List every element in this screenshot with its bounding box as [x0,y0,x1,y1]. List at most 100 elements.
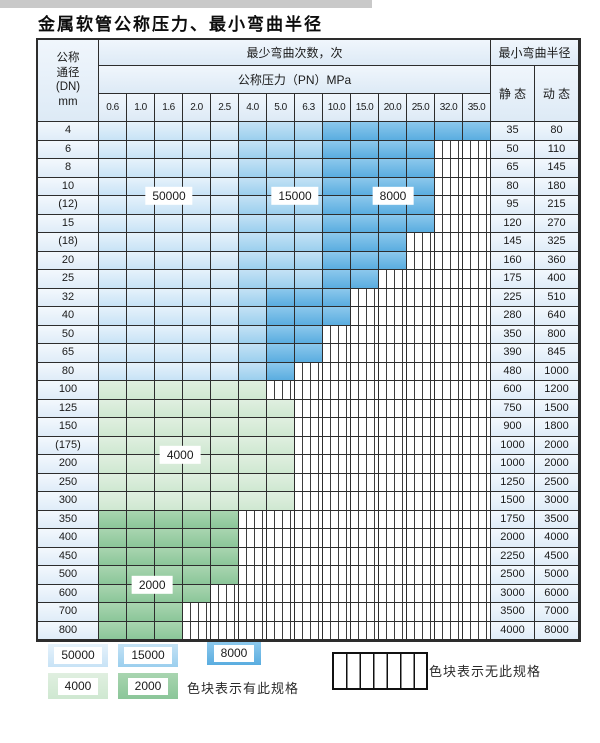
zone-cell-4000 [127,418,155,437]
zone-cell-50000 [99,307,127,326]
zone-cell-2000 [211,510,239,529]
zone-cell-8000 [379,159,407,178]
zone-cell-50000 [211,177,239,196]
zone-cell-none [323,325,351,344]
dynamic-radius-cell: 1800 [535,418,579,437]
zone-cell-50000 [211,251,239,270]
zone-cell-8000 [267,362,295,381]
dynamic-radius-cell: 3500 [535,510,579,529]
zone-cell-none [379,270,407,289]
zone-cell-4000 [155,399,183,418]
zone-cell-none [463,362,491,381]
zone-cell-50000 [155,325,183,344]
zone-cell-50000 [155,270,183,289]
dn-cell: 150 [38,418,99,437]
zone-cell-50000 [211,307,239,326]
dn-cell: 40 [38,307,99,326]
zone-cell-2000 [183,547,211,566]
zone-cell-none [379,307,407,326]
zone-cell-8000 [351,159,379,178]
dynamic-radius-cell: 845 [535,344,579,363]
dn-cell: 350 [38,510,99,529]
zone-cell-none [463,436,491,455]
zone-cell-2000 [155,510,183,529]
zone-cell-none [463,418,491,437]
dynamic-radius-cell: 270 [535,214,579,233]
zone-cell-15000 [239,140,267,159]
zone-cell-4000 [127,492,155,511]
zone-cell-15000 [239,307,267,326]
zone-cell-8000 [323,196,351,215]
zone-cell-8000 [295,288,323,307]
legend-swatch-8000: 8000 [207,642,261,665]
zone-cell-8000 [323,288,351,307]
dn-cell: 80 [38,362,99,381]
pressure-tick: 1.0 [127,94,155,122]
zone-cell-50000 [211,344,239,363]
zone-cell-none [407,307,435,326]
zone-cell-50000 [127,307,155,326]
dynamic-radius-cell: 2000 [535,436,579,455]
zone-cell-none [407,621,435,640]
zone-cell-4000 [211,455,239,474]
zone-cell-none [463,584,491,603]
zone-cell-4000 [267,455,295,474]
zone-cell-50000 [155,214,183,233]
zone-cell-8000 [323,251,351,270]
zone-cell-none [239,603,267,622]
zone-cell-none [323,510,351,529]
dynamic-radius-cell: 1200 [535,381,579,400]
zone-cell-15000 [295,122,323,141]
zone-cell-none [463,603,491,622]
zone-cell-none [239,547,267,566]
zone-cell-none [435,307,463,326]
zone-cell-8000 [463,122,491,141]
zone-cell-none [379,325,407,344]
zone-cell-none [323,529,351,548]
radius-header: 最小弯曲半径 [491,40,579,66]
static-radius-cell: 175 [491,270,535,289]
dn-header-line: mm [58,95,78,108]
zone-cell-50000 [99,196,127,215]
zone-cell-8000 [323,233,351,252]
pressure-tick: 25.0 [407,94,435,122]
zone-cell-15000 [295,159,323,178]
zone-cell-none [239,621,267,640]
static-radius-cell: 1250 [491,473,535,492]
dn-cell: 50 [38,325,99,344]
zone-cell-15000 [239,251,267,270]
zone-cell-none [351,325,379,344]
zone-cell-none [323,455,351,474]
zone-cell-15000 [239,288,267,307]
static-radius-cell: 1000 [491,455,535,474]
zone-cell-50000 [99,159,127,178]
zone-cell-none [323,621,351,640]
zone-cell-none [379,418,407,437]
zone-cell-2000 [127,529,155,548]
dn-cell: 100 [38,381,99,400]
dynamic-radius-cell: 7000 [535,603,579,622]
zone-cell-none [435,510,463,529]
zone-cell-none [379,436,407,455]
zone-cell-none [435,603,463,622]
zone-cell-2000 [211,547,239,566]
zone-cell-none [435,288,463,307]
zone-cell-none [407,436,435,455]
dn-cell: 6 [38,140,99,159]
zone-cell-2000 [127,547,155,566]
zone-cell-2000 [99,547,127,566]
zone-cell-4000 [211,381,239,400]
zone-cell-4000 [99,399,127,418]
zone-cell-50000 [183,122,211,141]
zone-cell-15000 [239,122,267,141]
zone-cell-4000 [239,399,267,418]
zone-cell-none [323,603,351,622]
zone-cell-none [295,529,323,548]
zone-cell-50000 [155,344,183,363]
static-radius-cell: 50 [491,140,535,159]
zone-cell-4000 [183,418,211,437]
zone-cell-50000 [183,307,211,326]
zone-cell-15000 [239,325,267,344]
legend-swatch-value: 2000 [127,677,169,695]
zone-cell-50000 [127,214,155,233]
